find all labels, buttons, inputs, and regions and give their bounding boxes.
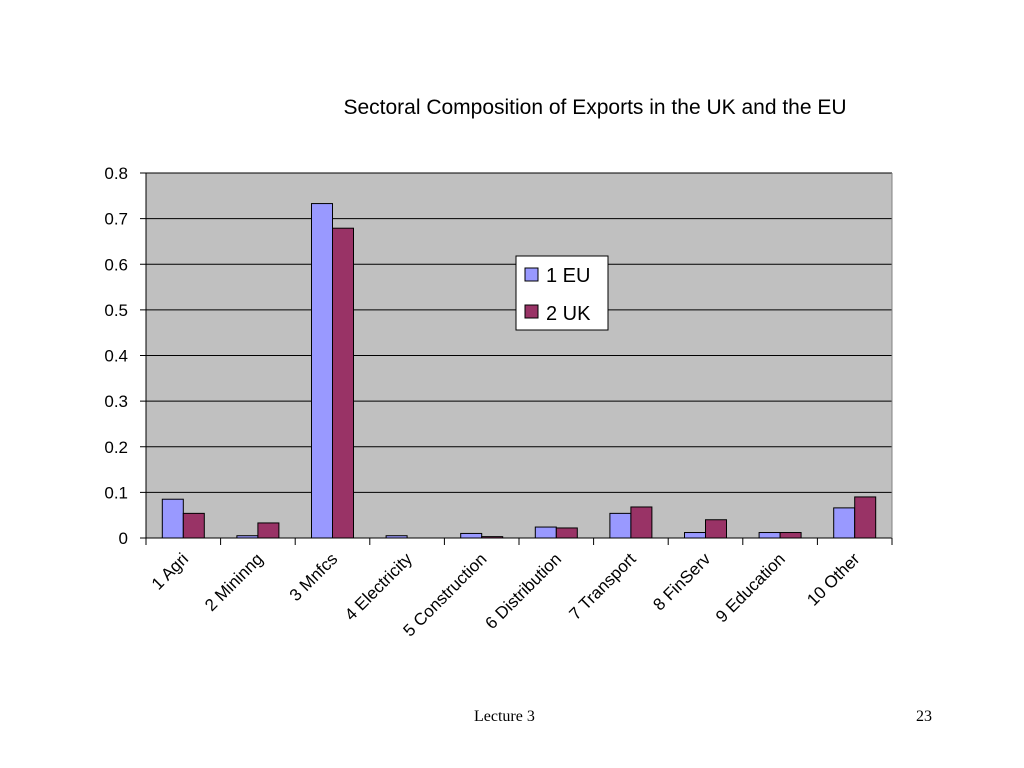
bar-eu [684,532,706,539]
x-tick-label: 7 Transport [565,549,639,623]
y-tick-label: 0.2 [104,438,128,457]
axes [140,172,893,545]
bars [161,203,877,539]
legend-swatch-uk [524,304,539,319]
bar-uk [257,522,280,539]
bar-uk [779,532,802,539]
y-tick-label: 0.1 [104,483,128,502]
legend-label-uk: 2 UK [546,303,591,325]
x-tick-label: 4 Electricity [341,549,416,624]
x-tick-label: 8 FinServ [649,549,714,614]
bar-eu [833,507,856,539]
legend-label-eu: 1 EU [546,265,590,287]
bar-uk [555,527,578,539]
x-tick-label: 1 Agri [148,549,192,593]
chart-title: Sectoral Composition of Exports in the U… [343,96,846,119]
x-tick-label: 3 Mnfcs [286,549,342,605]
bar-uk [854,496,877,539]
bar-eu [460,532,483,539]
bar-eu [311,203,333,539]
bar-eu [161,498,184,539]
bar-uk [630,506,653,539]
y-tick-label: 0.4 [104,347,128,366]
x-tick-label: 9 Education [712,549,789,626]
x-tick-label: 6 Distribution [482,549,566,633]
x-tick-label: 10 Other [803,549,863,609]
page-number: 23 [916,708,932,725]
bar-uk [705,519,727,539]
y-tick-label: 0.7 [104,210,128,229]
bar-eu [534,526,557,539]
x-tick-label: 2 Mininng [201,549,267,615]
y-tick-label: 0.5 [104,301,128,320]
legend: 1 EU 2 UK [515,255,609,331]
y-tick-label: 0.6 [104,255,128,274]
y-tick-label: 0.3 [104,392,128,411]
y-tick-labels: 0 0.1 0.2 0.3 0.4 0.5 0.6 0.7 0.8 [104,164,128,548]
y-tick-label: 0.8 [104,164,128,183]
footer-lecture-label: Lecture 3 [474,708,535,725]
legend-swatch-eu [524,267,539,282]
bar-eu [609,512,632,539]
bar-eu [758,532,781,539]
y-tick-label: 0 [119,529,128,548]
bar-uk [332,227,354,539]
bar-uk [182,512,205,539]
